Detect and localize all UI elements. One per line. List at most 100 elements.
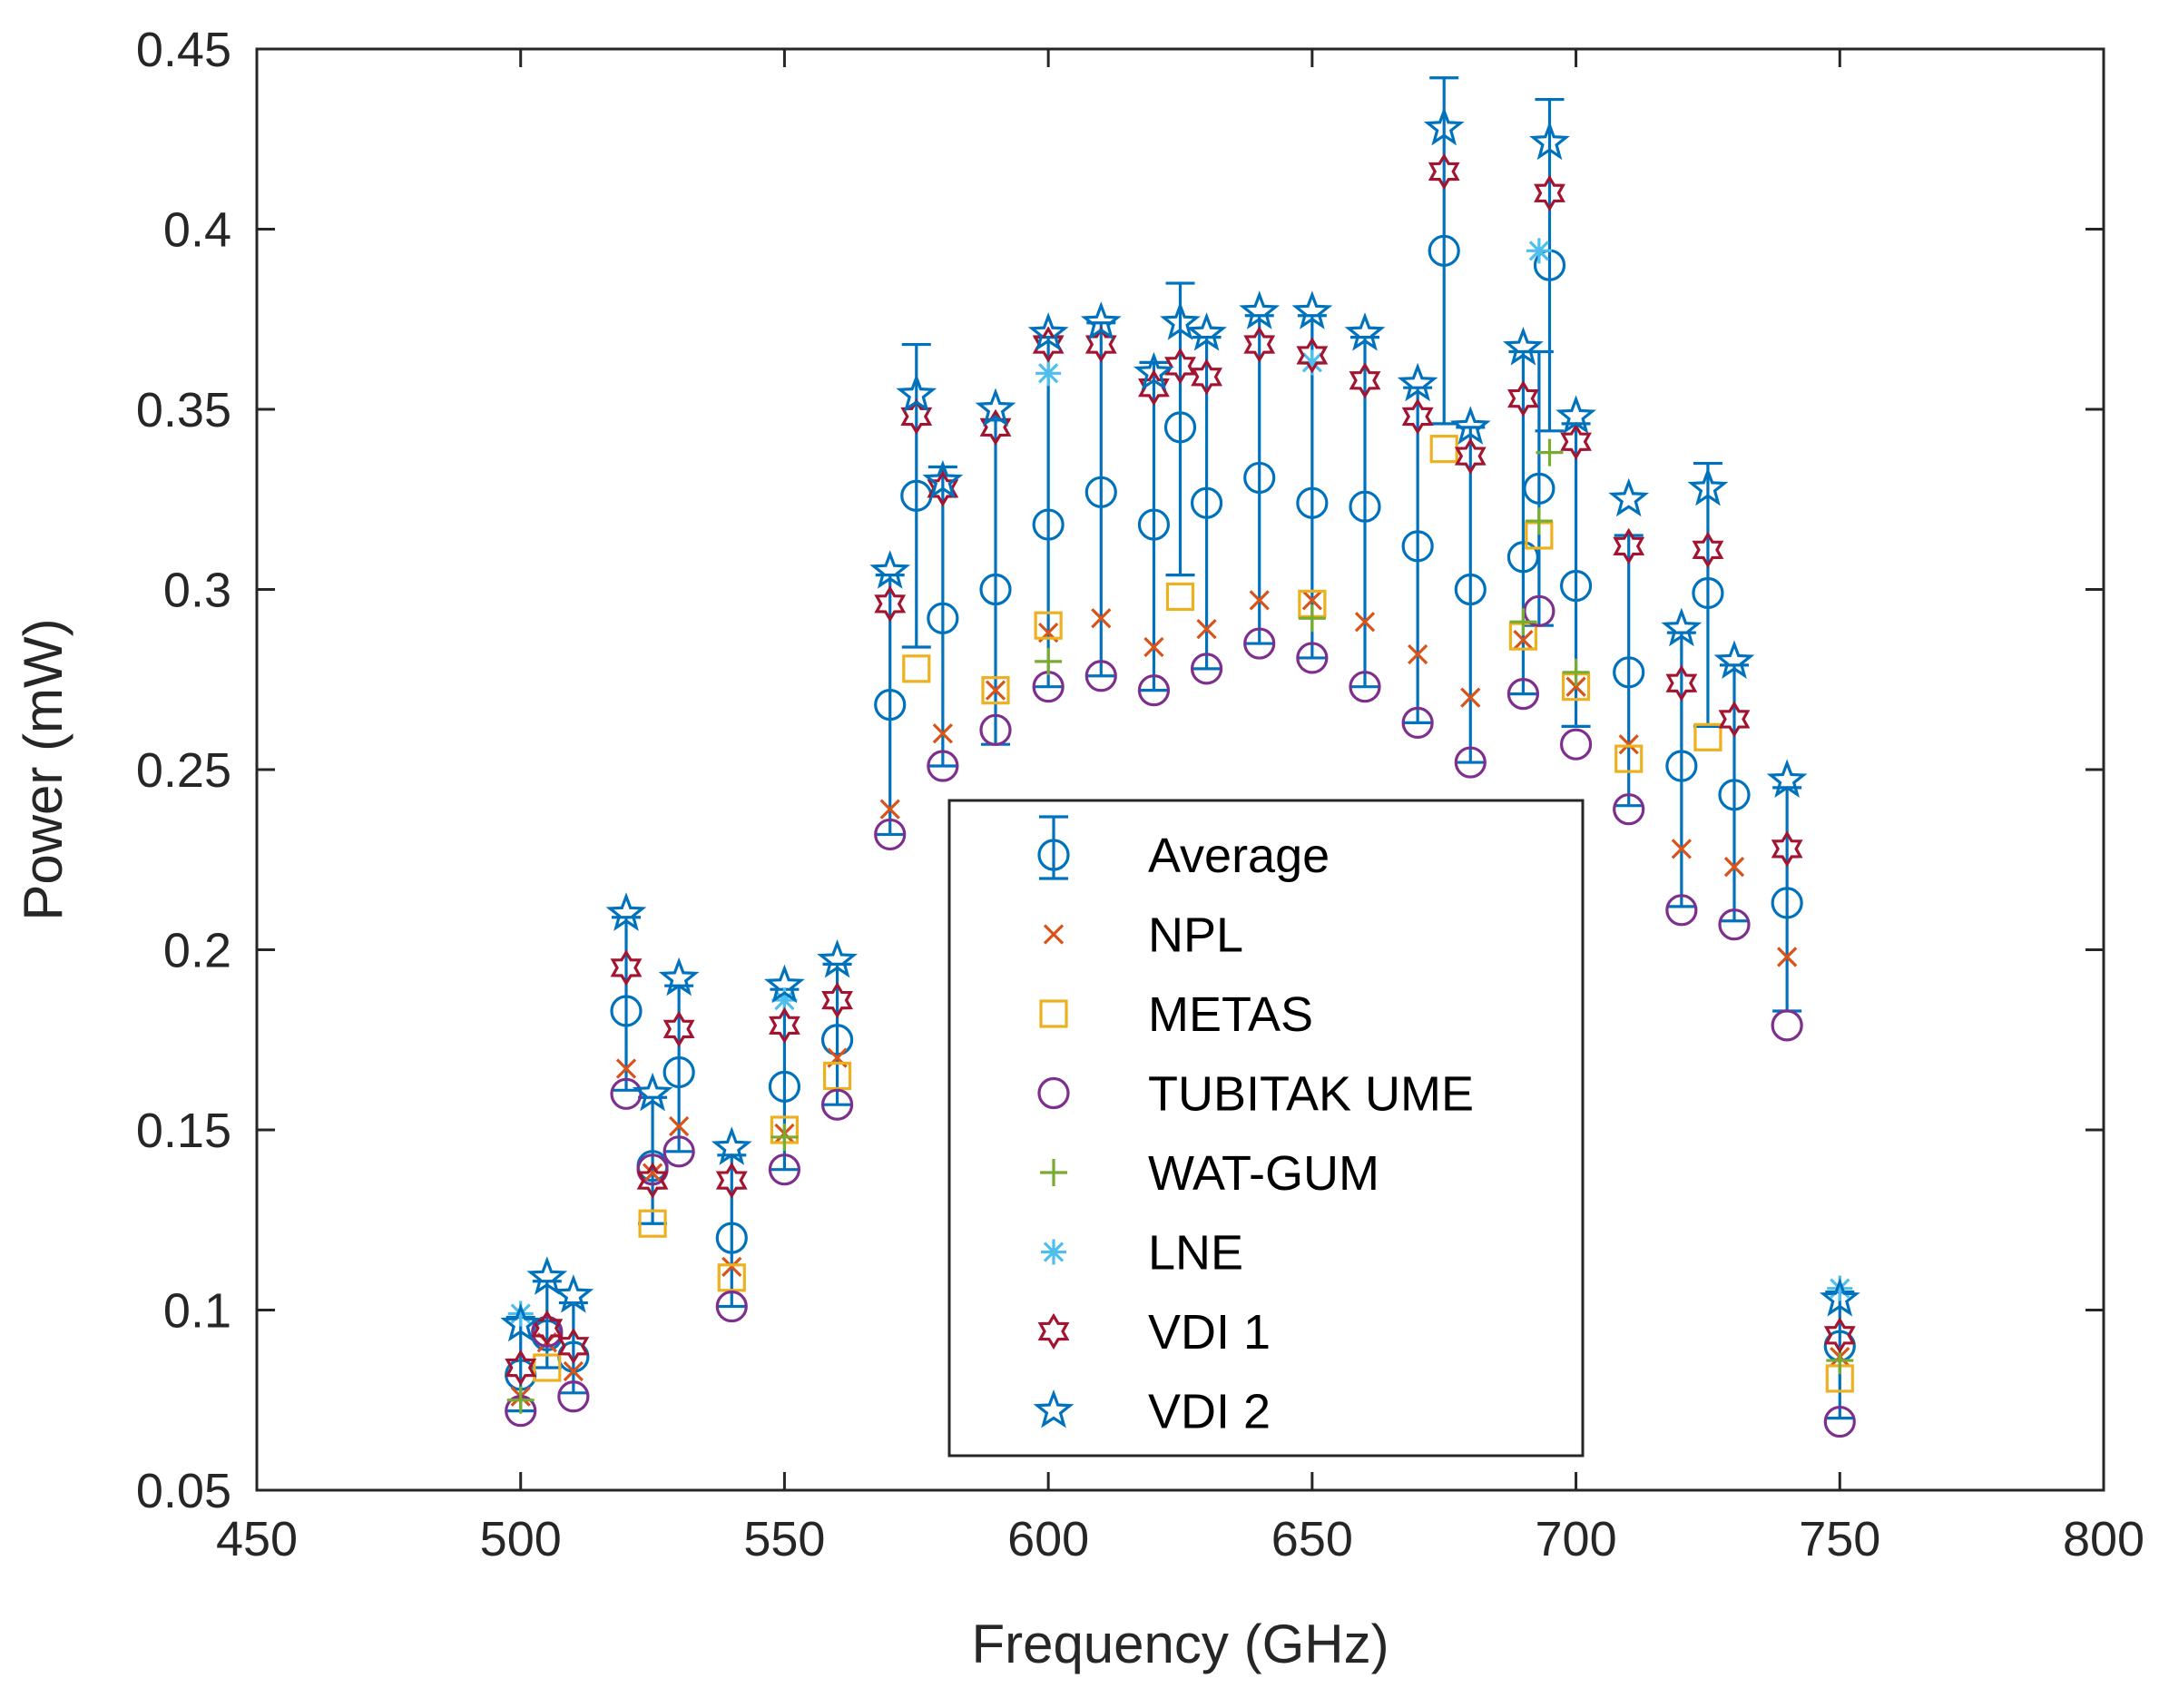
legend-label-vdi-2: VDI 2 <box>1148 1385 1271 1439</box>
x-tick-label: 750 <box>1799 1512 1880 1566</box>
legend-entry-average: Average <box>1037 815 1330 883</box>
data-point-tubitak-ume <box>1137 674 1171 707</box>
y-tick-label: 0.05 <box>136 1464 231 1518</box>
data-point-vdi-2-shape <box>764 964 805 1004</box>
data-point-vdi-1-shape <box>900 398 933 436</box>
data-point-vdi-2 <box>1503 326 1544 366</box>
data-point-vdi-1 <box>874 585 907 623</box>
data-point-npl <box>721 1256 742 1277</box>
data-point-vdi-1 <box>1771 830 1803 868</box>
data-point-npl <box>1091 608 1112 629</box>
data-point-vdi-1-shape <box>927 470 959 507</box>
data-point-lne <box>507 1301 534 1327</box>
data-point-vdi-1-shape <box>1534 174 1565 211</box>
data-point-average <box>662 1055 695 1089</box>
data-point-average-shape <box>1032 508 1065 541</box>
data-point-average-shape <box>1692 576 1724 610</box>
legend-marker-metas-shape <box>1039 999 1068 1028</box>
data-point-vdi-1-shape <box>715 1162 748 1199</box>
legend-marker-tubitak-ume-shape <box>1037 1076 1070 1110</box>
data-point-npl <box>879 799 900 820</box>
data-point-vdi-2-shape <box>1819 1278 1860 1317</box>
data-point-tubitak-ume <box>1296 642 1329 674</box>
data-point-vdi-1 <box>1823 1317 1856 1354</box>
data-point-vdi-1-shape <box>1560 423 1592 460</box>
data-point-vdi-1 <box>927 470 959 507</box>
data-point-metas-shape <box>1693 722 1722 751</box>
data-point-npl-shape <box>985 680 1006 701</box>
series-lne <box>507 238 1853 1327</box>
data-point-vdi-2 <box>975 388 1016 427</box>
data-point-wat-gum <box>1035 647 1063 675</box>
y-tick-label: 0.3 <box>163 564 231 618</box>
data-point-wat-gum-shape <box>770 1123 799 1151</box>
data-point-average <box>874 688 907 721</box>
data-point-vdi-2-shape <box>1661 607 1703 647</box>
data-point-npl <box>932 723 953 744</box>
error-bar <box>638 1095 668 1225</box>
data-point-tubitak-ume <box>1718 908 1751 941</box>
data-point-vdi-2 <box>1449 406 1491 445</box>
data-point-tubitak-ume-shape <box>1506 678 1540 711</box>
data-point-tubitak-ume <box>1349 671 1381 703</box>
data-point-vdi-1-shape <box>636 1162 669 1199</box>
data-point-wat-gum-shape <box>1298 604 1326 633</box>
data-point-tubitak-ume-shape <box>1243 627 1276 660</box>
data-point-average-shape <box>1523 472 1555 505</box>
data-point-vdi-2 <box>1397 362 1438 402</box>
data-point-average-shape <box>1190 486 1223 519</box>
data-point-tubitak-ume-shape <box>636 1153 669 1186</box>
error-bar <box>1720 663 1749 923</box>
series-wat-gum <box>506 438 1854 1414</box>
data-point-vdi-2-shape <box>1080 301 1122 340</box>
data-point-npl-shape <box>1777 947 1798 967</box>
data-point-npl <box>669 1115 690 1137</box>
data-point-npl <box>1143 636 1164 658</box>
data-point-vdi-2-shape <box>1503 326 1544 366</box>
data-point-vdi-2-shape <box>922 459 964 499</box>
x-tick-label: 650 <box>1271 1512 1353 1566</box>
data-point-vdi-2 <box>1239 290 1281 329</box>
data-point-average-shape <box>1296 486 1329 519</box>
x-tick-label: 800 <box>2063 1512 2144 1566</box>
data-point-vdi-2-shape <box>1423 106 1465 146</box>
legend-entry-wat-gum: WAT-GUM <box>1040 1146 1379 1201</box>
data-point-wat-gum <box>506 1386 535 1414</box>
data-point-tubitak-ume-shape <box>874 818 907 851</box>
data-point-lne-shape <box>507 1301 534 1327</box>
data-point-lne-shape <box>1827 1275 1853 1301</box>
data-point-vdi-1 <box>1084 326 1117 363</box>
data-point-vdi-2-shape <box>869 550 911 589</box>
data-point-vdi-1 <box>1164 348 1196 385</box>
y-tick-label: 0.1 <box>163 1284 231 1339</box>
error-bar <box>1693 461 1722 728</box>
legend-marker-npl <box>1043 924 1065 945</box>
data-point-vdi-1 <box>1665 664 1698 702</box>
data-point-vdi-1 <box>636 1162 669 1199</box>
data-point-vdi-1 <box>1296 337 1329 374</box>
data-point-vdi-2-shape <box>1133 351 1174 391</box>
data-point-vdi-1-shape <box>1243 326 1276 363</box>
data-point-metas-shape <box>717 1263 746 1292</box>
data-point-average-shape <box>1559 569 1593 603</box>
data-point-average-shape <box>1137 508 1171 541</box>
data-point-vdi-2-shape <box>632 1072 673 1112</box>
data-point-average <box>1613 656 1645 689</box>
data-point-vdi-1-shape <box>505 1349 537 1387</box>
data-point-vdi-1 <box>662 1010 695 1047</box>
data-point-average-shape <box>1243 461 1276 495</box>
data-point-npl-shape <box>642 1163 663 1183</box>
data-point-vdi-1 <box>1138 369 1170 407</box>
data-point-vdi-1 <box>557 1328 590 1365</box>
y-tick-label: 0.45 <box>136 23 231 77</box>
data-point-average <box>715 1222 748 1254</box>
legend-label-lne: LNE <box>1148 1226 1243 1281</box>
data-point-average-shape <box>979 573 1012 606</box>
x-tick-label: 500 <box>480 1512 562 1566</box>
data-point-tubitak-ume-shape <box>1823 1405 1856 1438</box>
data-point-average-shape <box>874 688 907 721</box>
data-point-vdi-1 <box>1692 531 1724 568</box>
data-point-metas-shape <box>822 1061 852 1091</box>
